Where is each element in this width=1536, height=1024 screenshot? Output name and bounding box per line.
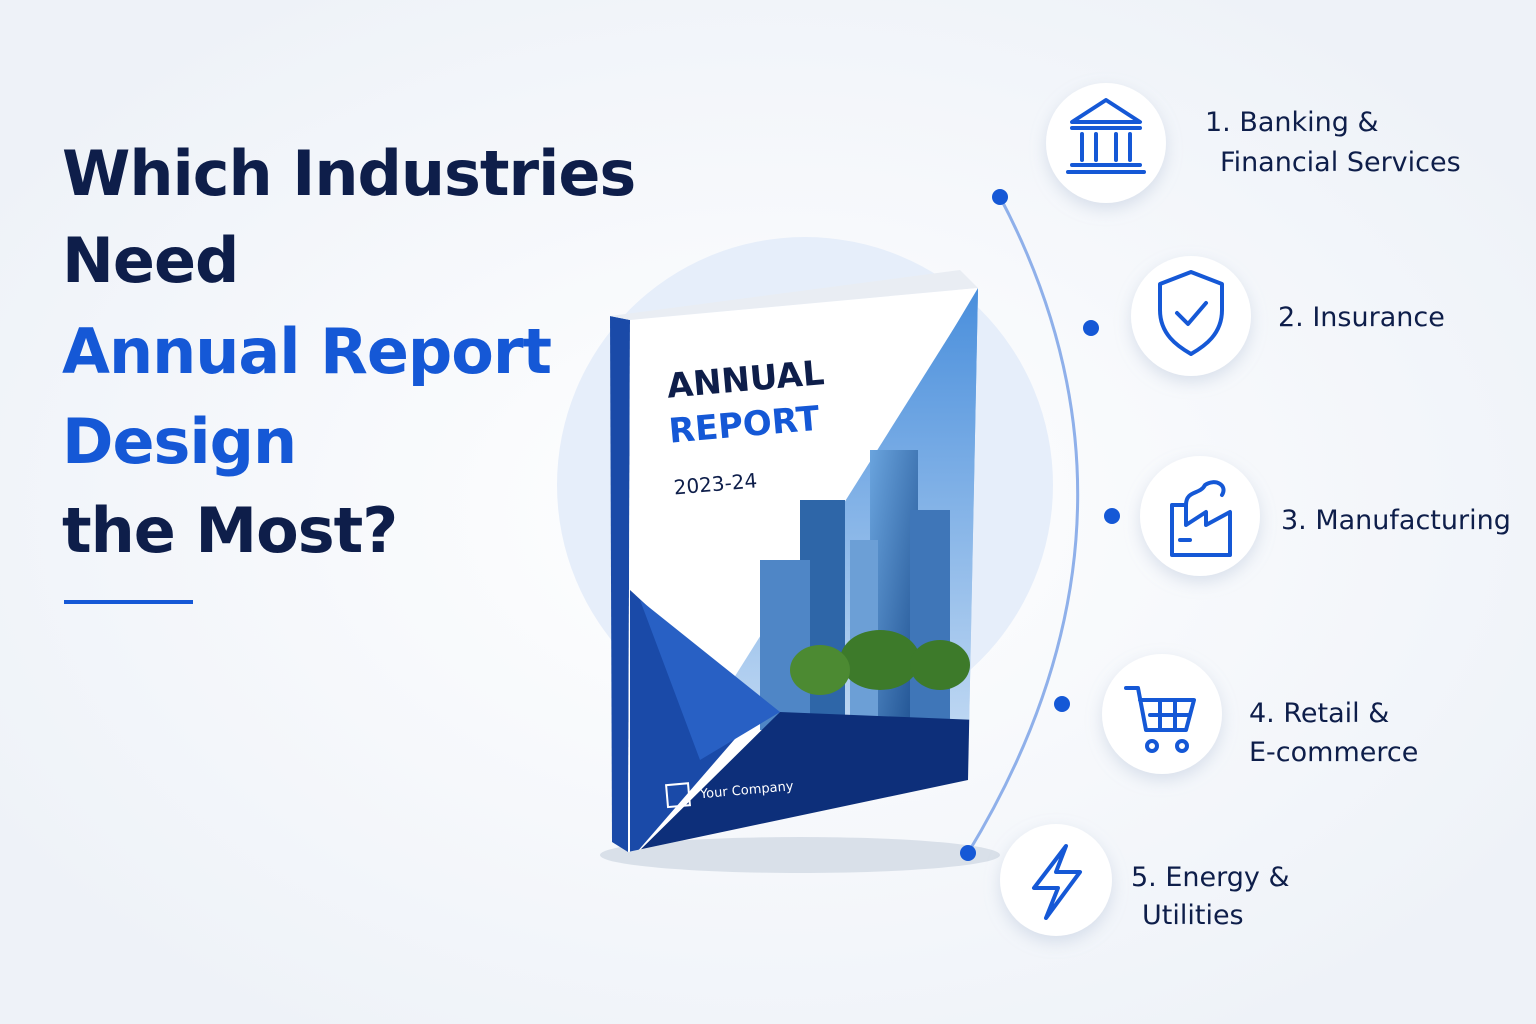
timeline-arc xyxy=(966,196,1080,854)
heading-line: Which Industries xyxy=(62,137,635,210)
heading-line: the Most? xyxy=(62,494,397,567)
item-label: 4. Retail & xyxy=(1249,698,1389,729)
heading-line: Need xyxy=(62,224,238,297)
icon-bolt xyxy=(1032,844,1082,920)
icon-bank xyxy=(1066,98,1146,174)
item-label: 1. Banking & xyxy=(1205,107,1379,138)
item-label: Utilities xyxy=(1142,900,1244,931)
heading-line: Design xyxy=(62,405,296,478)
timeline-dots xyxy=(960,189,1120,861)
heading-line: Annual Report xyxy=(62,315,551,388)
icon-factory xyxy=(1170,480,1232,557)
item-label: 5. Energy & xyxy=(1131,862,1290,893)
item-label: E-commerce xyxy=(1249,737,1418,768)
item-label: 3. Manufacturing xyxy=(1281,505,1511,536)
icon-cart xyxy=(1124,686,1196,753)
underline xyxy=(64,600,193,604)
item-label: Financial Services xyxy=(1220,147,1461,178)
item-label: 2. Insurance xyxy=(1278,302,1445,333)
icon-shield xyxy=(1158,270,1224,356)
book: ANNUAL REPORT 2023-24 Your Company xyxy=(600,270,1000,873)
